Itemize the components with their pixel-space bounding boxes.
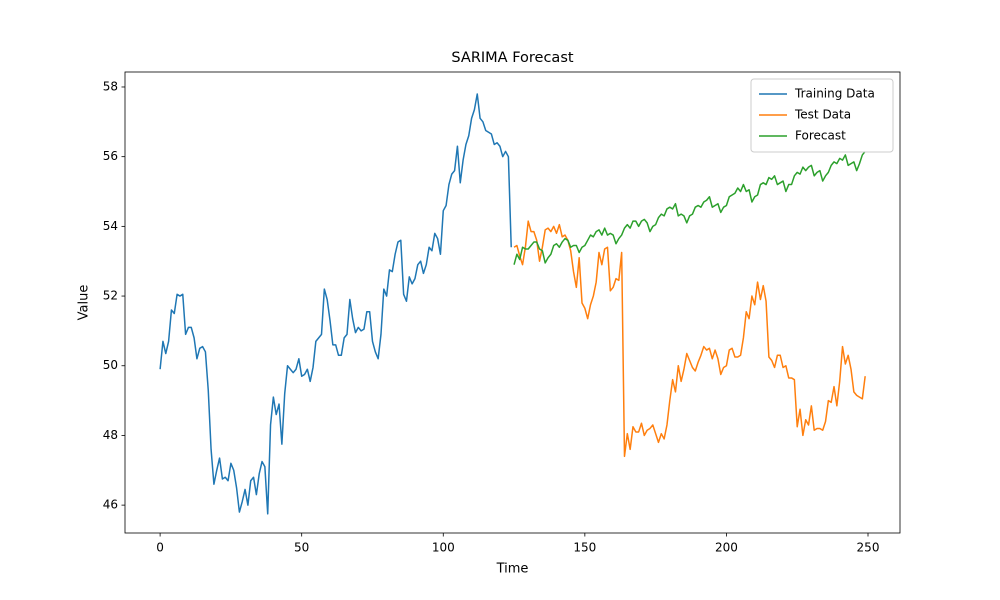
legend-label: Training Data xyxy=(794,87,875,101)
x-tick-label: 100 xyxy=(432,541,455,555)
y-tick-label: 46 xyxy=(103,498,118,512)
legend-label: Forecast xyxy=(795,129,846,143)
y-tick-label: 48 xyxy=(103,428,118,442)
x-tick-label: 50 xyxy=(294,541,309,555)
y-tick-label: 50 xyxy=(103,358,118,372)
x-axis-label: Time xyxy=(496,562,529,577)
plot-frame xyxy=(124,71,901,534)
x-tick-label: 150 xyxy=(573,541,596,555)
y-tick-label: 56 xyxy=(103,149,118,163)
legend-label: Test Data xyxy=(794,108,851,122)
x-tick-label: 200 xyxy=(715,541,738,555)
y-axis-label: Value xyxy=(77,285,92,321)
y-tick-label: 58 xyxy=(103,79,118,93)
legend: Training Data Test Data Forecast xyxy=(750,78,894,153)
data-line xyxy=(159,93,512,515)
y-tick-label: 54 xyxy=(103,219,118,233)
x-tick-label: 250 xyxy=(857,541,880,555)
x-tick-label: 0 xyxy=(156,541,164,555)
chart-title: SARIMA Forecast xyxy=(451,50,573,66)
legend-box xyxy=(750,78,894,153)
data-line xyxy=(513,220,866,458)
y-tick-label: 52 xyxy=(103,289,118,303)
data-line xyxy=(513,150,866,265)
